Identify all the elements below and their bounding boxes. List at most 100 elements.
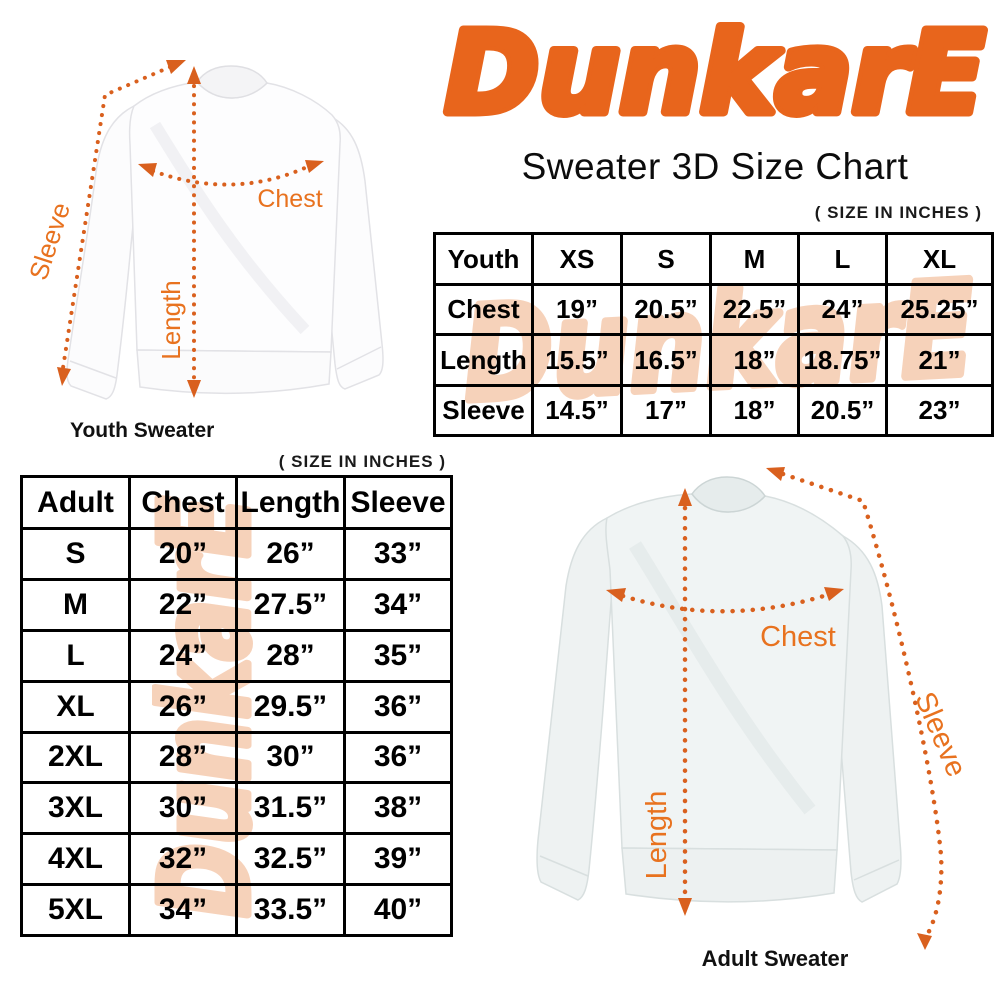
adult-right-cuff-seam [853, 859, 900, 881]
youth-chest-arrow-right [305, 160, 324, 173]
adult-row-label: 2XL [20, 730, 131, 785]
adult-sleeve-label: Sleeve [908, 687, 972, 781]
adult-col-header: Chest [128, 475, 238, 530]
adult-col-header: Adult [20, 475, 131, 530]
table-cell: 35” [343, 628, 453, 683]
adult-col-header: Length [235, 475, 346, 530]
table-cell: 17” [620, 383, 712, 437]
table-cell: 27.5” [235, 577, 346, 632]
youth-chest-label: Chest [257, 185, 322, 213]
table-cell: 36” [343, 679, 453, 734]
youth-chest-line [151, 165, 309, 187]
table-row: Length 15.5” 16.5” 18” 18.75” 21” [433, 333, 994, 387]
adult-left-sleeve [536, 516, 615, 901]
youth-table-header-row: Youth XS S M L XL [433, 232, 994, 286]
adult-chest-arrow-right [824, 587, 844, 601]
adult-row-label: S [20, 527, 131, 581]
table-cell: 19” [531, 282, 623, 336]
table-cell: 29.5” [235, 679, 346, 734]
table-cell: 20.5” [797, 383, 888, 437]
youth-col-header: XS [531, 232, 623, 286]
adult-row-label: 3XL [20, 781, 131, 836]
table-cell: 14.5” [531, 383, 623, 437]
adult-figure-caption: Adult Sweater [701, 946, 849, 971]
table-cell: 25.25” [885, 282, 994, 336]
youth-collar [196, 65, 268, 99]
adult-sleeve-arrow-top [766, 467, 785, 481]
table-cell: 33.5” [235, 883, 346, 937]
youth-size-note: ( SIZE IN INCHES ) [814, 203, 982, 222]
youth-col-header: XL [885, 232, 994, 286]
adult-left-cuff-seam [539, 855, 589, 877]
table-cell: 21” [885, 333, 994, 387]
youth-right-cuff-seam [336, 346, 382, 370]
table-cell: 33” [343, 527, 453, 581]
adult-measurements [620, 471, 944, 940]
youth-sweater-figure: Chest Length Sleeve [23, 60, 384, 400]
table-cell: 32.5” [235, 832, 346, 887]
table-cell: 40” [343, 883, 453, 937]
table-cell: 39” [343, 832, 453, 887]
table-row: Sleeve 14.5” 17” 18” 20.5” 23” [433, 383, 994, 437]
table-cell: 18” [709, 333, 800, 387]
table-cell: 26” [128, 679, 238, 734]
youth-arrowheads [57, 60, 324, 398]
adult-length-arrow-up [678, 488, 692, 506]
table-cell: 24” [128, 628, 238, 683]
table-cell: 30” [128, 781, 238, 836]
adult-shading [629, 541, 816, 815]
table-cell: 28” [128, 730, 238, 785]
youth-left-cuff-seam [69, 360, 117, 379]
table-cell: 32” [128, 832, 238, 887]
table-row: 4XL 32” 32.5” 39” [20, 832, 453, 887]
adult-row-label: 4XL [20, 832, 131, 887]
adult-col-header: Sleeve [343, 475, 453, 530]
adult-length-arrow-down [678, 898, 692, 916]
adult-chest-arrow-left [606, 588, 626, 602]
youth-row-label: Chest [433, 282, 534, 336]
youth-length-arrow-down [187, 380, 201, 398]
adult-sweater-figure: Chest Length Sleeve [536, 467, 972, 950]
youth-shading [149, 121, 310, 335]
youth-sleeve-arrow-bottom [57, 367, 71, 386]
youth-row-label: Sleeve [433, 383, 534, 437]
adult-table-header-row: Adult Chest Length Sleeve [20, 475, 453, 530]
table-row: XL 26” 29.5” 36” [20, 679, 453, 734]
table-cell: 16.5” [620, 333, 712, 387]
table-row: 3XL 30” 31.5” 38” [20, 781, 453, 836]
adult-sweater-graphic [536, 476, 902, 903]
table-row: L 24” 28” 35” [20, 628, 453, 683]
adult-collar [691, 476, 766, 513]
table-cell: 31.5” [235, 781, 346, 836]
youth-chest-arrow-left [138, 163, 157, 177]
adult-sleeve-arrow-bottom [917, 933, 932, 950]
page-title: Sweater 3D Size Chart [521, 146, 909, 187]
youth-col-header: Youth [433, 232, 534, 286]
youth-size-table: Youth XS S M L XL Chest 19” 20.5” 22.5” … [433, 232, 994, 437]
adult-row-label: 5XL [20, 883, 131, 937]
youth-length-label: Length [156, 280, 186, 360]
table-cell: 18.75” [797, 333, 888, 387]
youth-col-header: S [620, 232, 712, 286]
adult-waistband [621, 847, 838, 903]
table-row: 5XL 34” 33.5” 40” [20, 883, 453, 937]
adult-row-label: XL [20, 679, 131, 734]
table-cell: 34” [128, 883, 238, 937]
table-cell: 28” [235, 628, 346, 683]
youth-col-header: L [797, 232, 888, 286]
table-row: S 20” 26” 33” [20, 527, 453, 581]
table-cell: 24” [797, 282, 888, 336]
table-cell: 26” [235, 527, 346, 581]
adult-size-table: Adult Chest Length Sleeve S 20” 26” 33” … [20, 475, 453, 937]
adult-chest-line [620, 592, 830, 614]
table-cell: 36” [343, 730, 453, 785]
youth-waistband [136, 349, 332, 395]
youth-figure-caption: Youth Sweater [70, 419, 215, 442]
adult-row-label: M [20, 577, 131, 632]
adult-length-label: Length [641, 791, 673, 880]
table-cell: 34” [343, 577, 453, 632]
youth-measurements [61, 65, 309, 382]
youth-row-label: Length [433, 333, 534, 387]
brand-logo: DunkarE [441, 5, 990, 144]
